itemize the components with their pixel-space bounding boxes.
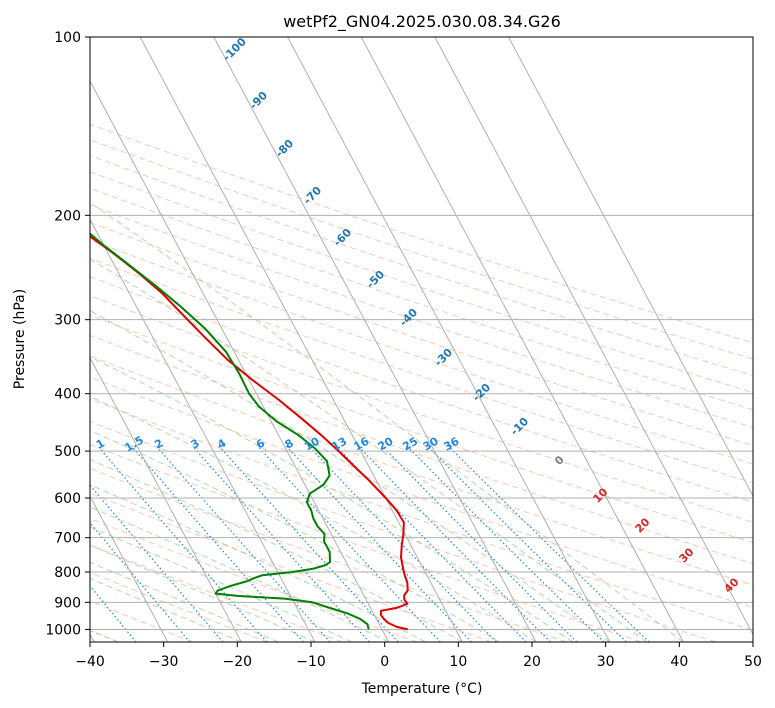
dry-adiabat-line xyxy=(90,276,753,503)
mixing-ratio-line xyxy=(90,521,191,642)
isotherm-line xyxy=(90,79,390,642)
x-tick-label: 40 xyxy=(670,654,688,670)
mixing-ratio-line xyxy=(285,445,472,642)
mixing-ratio-line xyxy=(357,445,551,642)
mixing-ratio-line xyxy=(381,445,578,642)
y-axis-ticks: 100 200 300 400 500 600 700 800 900 1000 xyxy=(45,30,90,638)
y-tick-label: 700 xyxy=(54,531,81,547)
temperature-profile-line xyxy=(90,235,409,631)
x-tick-label: −30 xyxy=(149,654,179,670)
mixing-ratio-line xyxy=(130,445,304,642)
isotherm-line xyxy=(434,37,753,636)
dry-adiabat-label: -90 xyxy=(247,89,270,112)
dry-adiabat-line xyxy=(90,171,753,394)
y-tick-label: 900 xyxy=(54,595,81,611)
dry-adiabat-line xyxy=(90,544,343,642)
dry-adiabat-label: -10 xyxy=(508,415,531,438)
x-tick-label: −40 xyxy=(75,654,105,670)
dry-adiabat-line xyxy=(90,221,753,446)
mixing-ratio-line xyxy=(426,445,627,642)
chart-title: wetPf2_GN04.2025.030.08.34.G26 xyxy=(283,12,561,32)
dry-adiabat-label: -70 xyxy=(301,184,324,207)
dry-adiabat-line xyxy=(90,492,492,642)
dry-adiabat-label: -40 xyxy=(397,306,420,329)
x-axis-ticks: −40 −30 −20 −10 0 10 20 30 40 50 xyxy=(75,642,762,670)
x-axis-label: Temperature (°C) xyxy=(361,681,483,697)
mixing-ratio-label: 4 xyxy=(215,436,228,451)
dry-adiabat-label: 20 xyxy=(633,515,653,535)
mixing-ratio-line xyxy=(447,445,650,642)
mixing-ratio-label: 1 xyxy=(94,437,107,452)
mixing-ratio-label: 0.4 xyxy=(17,433,41,454)
dry-adiabat-label: 10 xyxy=(591,485,611,505)
dry-adiabat-label: -20 xyxy=(470,381,493,404)
y-tick-label: 1000 xyxy=(45,622,81,638)
dry-adiabat-line xyxy=(90,443,642,642)
y-tick-label: 800 xyxy=(54,565,81,581)
isotherms xyxy=(90,37,753,642)
dry-adiabat-label: -100 xyxy=(220,35,249,64)
dry-adiabat-label: 40 xyxy=(722,575,742,595)
x-tick-label: 30 xyxy=(597,654,615,670)
dry-adiabat-line xyxy=(90,420,716,642)
dry-adiabat-line xyxy=(90,334,753,565)
plot-frame xyxy=(89,36,754,643)
mixing-ratio-line xyxy=(257,445,441,642)
moist-adiabats xyxy=(90,202,684,642)
dry-adiabat-line xyxy=(90,295,753,523)
x-tick-label: 20 xyxy=(523,654,541,670)
y-tick-label: 500 xyxy=(54,444,81,460)
plot-area: -100-90-80-70-60-50-40-30-20-10010203040… xyxy=(17,35,753,642)
isotherm-line xyxy=(90,356,242,642)
mixing-ratio-line xyxy=(97,445,268,642)
x-tick-label: −10 xyxy=(296,654,326,670)
dry-adiabat-label: -60 xyxy=(331,226,354,249)
profile-lines xyxy=(90,232,409,631)
moist-adiabat-line xyxy=(90,202,684,642)
dry-adiabat-line xyxy=(90,239,753,465)
dry-adiabat-line xyxy=(90,187,753,411)
isotherm-line xyxy=(287,37,611,642)
dry-adiabat-line xyxy=(90,467,567,642)
isotherm-line xyxy=(360,37,684,642)
isotherm-line xyxy=(139,37,463,642)
dry-adiabat-line xyxy=(90,376,753,608)
mixing-ratio-line xyxy=(406,445,605,642)
mixing-ratio-line xyxy=(90,484,224,642)
x-tick-label: 0 xyxy=(380,654,389,670)
dry-adiabat-line xyxy=(90,355,753,586)
dry-adiabat-label: -30 xyxy=(432,346,455,369)
moist-adiabat-line xyxy=(90,310,610,642)
y-tick-label: 100 xyxy=(54,30,81,46)
isotherm-line xyxy=(90,218,316,642)
isotherm-line xyxy=(90,495,169,642)
isotherm-line xyxy=(213,37,537,642)
dry-adiabat-label: 0 xyxy=(552,453,567,468)
dry-adiabat-label: -50 xyxy=(364,268,387,291)
mixing-ratio-label: 3 xyxy=(189,437,202,452)
moist-adiabat-line xyxy=(90,578,242,642)
dewpoint-profile-line xyxy=(90,232,370,630)
isotherm-line xyxy=(508,37,753,498)
y-tick-label: 300 xyxy=(54,313,81,329)
x-tick-label: 10 xyxy=(449,654,467,670)
mixing-ratio-line xyxy=(191,445,370,642)
y-tick-label: 200 xyxy=(54,208,81,224)
y-tick-label: 600 xyxy=(54,491,81,507)
dry-adiabat-line xyxy=(90,600,193,642)
moist-adiabat-line xyxy=(90,526,353,642)
mixing-ratio-line xyxy=(155,445,331,642)
x-tick-label: −20 xyxy=(223,654,253,670)
dry-adiabat-line xyxy=(90,139,753,360)
mixing-ratio-line xyxy=(218,445,399,642)
y-tick-label: 400 xyxy=(54,387,81,403)
x-tick-label: 50 xyxy=(744,654,762,670)
y-axis-label: Pressure (hPa) xyxy=(12,289,28,389)
dry-adiabat-label: -80 xyxy=(273,137,296,160)
dry-adiabat-line xyxy=(90,314,753,544)
pressure-gridlines xyxy=(90,37,753,630)
